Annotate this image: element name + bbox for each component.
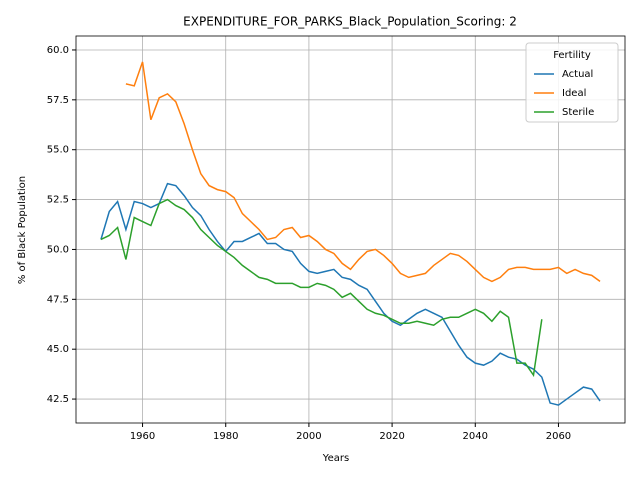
x-tick-label: 1960 bbox=[130, 431, 155, 442]
legend-box bbox=[525, 42, 619, 123]
series-line bbox=[125, 61, 601, 283]
x-tick-label: 2060 bbox=[546, 431, 571, 442]
x-tick-label: 2000 bbox=[296, 431, 321, 442]
y-tick-label: 47.5 bbox=[47, 294, 69, 305]
legend-label: Sterile bbox=[562, 107, 594, 118]
x-tick-label: 2040 bbox=[463, 431, 488, 442]
y-tick-label: 57.5 bbox=[47, 95, 69, 106]
x-tick-label: 1980 bbox=[213, 431, 238, 442]
y-tick-label: 45.0 bbox=[47, 344, 69, 355]
y-axis-label: % of Black Population bbox=[17, 176, 28, 284]
y-tick-label: 60.0 bbox=[47, 45, 69, 56]
legend-title: Fertility bbox=[553, 50, 591, 61]
y-tick-label: 42.5 bbox=[47, 394, 69, 405]
chart-title: EXPENDITURE_FOR_PARKS_Black_Population_S… bbox=[183, 15, 517, 29]
legend-label: Ideal bbox=[562, 88, 586, 99]
x-tick-label: 2020 bbox=[379, 431, 404, 442]
series-line bbox=[100, 198, 543, 378]
x-axis-label: Years bbox=[322, 453, 349, 464]
y-tick-label: 52.5 bbox=[47, 195, 69, 206]
plot-frame bbox=[75, 35, 626, 424]
y-tick-label: 55.0 bbox=[47, 145, 69, 156]
y-tick-label: 50.0 bbox=[47, 244, 69, 255]
legend-label: Actual bbox=[562, 69, 593, 80]
